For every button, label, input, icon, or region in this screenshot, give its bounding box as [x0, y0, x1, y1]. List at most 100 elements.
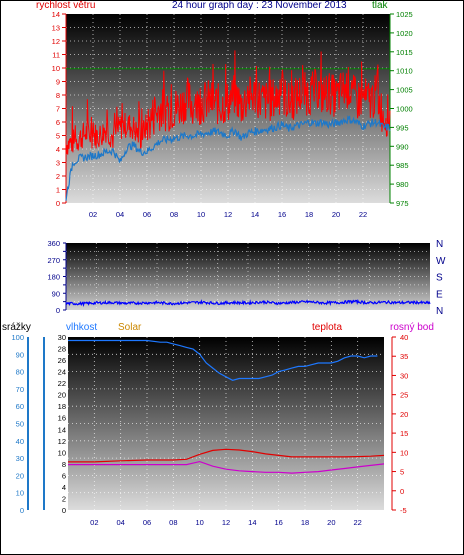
- x-tick-label: 06: [143, 518, 151, 527]
- temperature-tick-label: 20: [400, 410, 408, 419]
- rain-tick-label: 0: [62, 506, 66, 515]
- wind-gust-line: [65, 50, 391, 155]
- rain-tick-label: 12: [58, 437, 66, 446]
- wind-tick-label: 0: [56, 199, 60, 208]
- wind-tick-label: 13: [52, 24, 60, 33]
- compass-label: N: [436, 306, 443, 317]
- rain-tick-label: 30: [58, 333, 66, 342]
- humidity-tick-label: 20: [16, 471, 24, 480]
- x-tick-label: 04: [116, 210, 124, 219]
- humidity-tick-label: 10: [16, 489, 24, 498]
- wind-tick-label: 11: [52, 51, 60, 60]
- x-tick-label: 20: [327, 518, 335, 527]
- humidity-tick-label: 90: [16, 350, 24, 359]
- wind-speed-axis-title: rychlost větru: [36, 0, 96, 11]
- rain-tick-label: 10: [58, 448, 66, 457]
- direction-line: [65, 299, 431, 307]
- wind-tick-label: 9: [56, 78, 60, 87]
- rain-tick-label: 24: [58, 368, 66, 377]
- x-tick-label: 08: [170, 210, 178, 219]
- rain-tick-label: 14: [58, 425, 66, 434]
- humidity-tick-label: 0: [20, 506, 24, 515]
- wind-tick-label: 2: [56, 172, 60, 181]
- wind-tick-label: 7: [56, 105, 60, 114]
- compass-label: S: [436, 273, 443, 284]
- rain-tick-label: 22: [58, 379, 66, 388]
- temperature-tick-label: 10: [400, 448, 408, 457]
- rain-tick-label: 20: [58, 391, 66, 400]
- temperature-tick-label: -5: [400, 506, 407, 515]
- temperature-tick-label: 35: [400, 352, 408, 361]
- x-tick-label: 02: [89, 210, 97, 219]
- pressure-axis-title: tlak: [372, 0, 388, 11]
- x-tick-label: 06: [143, 210, 151, 219]
- x-tick-label: 20: [332, 210, 340, 219]
- compass-label: W: [436, 256, 446, 267]
- direction-tick-label: 360: [47, 239, 60, 248]
- x-tick-label: 12: [224, 210, 232, 219]
- x-tick-label: 18: [305, 210, 313, 219]
- temperature-tick-label: 5: [400, 468, 404, 477]
- wind-tick-label: 12: [52, 37, 60, 46]
- x-tick-label: 02: [90, 518, 98, 527]
- humidity-tick-label: 30: [16, 454, 24, 463]
- x-tick-label: 22: [359, 210, 367, 219]
- pressure-tick-label: 1015: [396, 48, 413, 57]
- humidity-tick-label: 100: [11, 333, 24, 342]
- x-tick-label: 04: [116, 518, 124, 527]
- pressure-tick-label: 985: [396, 161, 409, 170]
- wind-tick-label: 8: [56, 91, 60, 100]
- humidity-axis-title: vlhkost: [66, 322, 98, 333]
- solar-legend-label: Solar: [118, 322, 142, 333]
- humidity-tick-label: 50: [16, 420, 24, 429]
- rain-tick-label: 2: [62, 494, 66, 503]
- wind-pressure-panel: 02 04 06 08 10 12 14 16 18 20 22012345678910111213…: [52, 10, 413, 219]
- pressure-tick-label: 1000: [396, 105, 413, 114]
- humidity-line: [68, 339, 378, 381]
- temperature-tick-label: 30: [400, 371, 408, 380]
- chart-title: 24 hour graph day : 23 November 2013: [172, 0, 347, 11]
- compass-label: E: [436, 289, 443, 300]
- x-tick-label: 10: [197, 210, 205, 219]
- direction-tick-label: 0: [56, 306, 60, 315]
- rain-tick-label: 16: [58, 414, 66, 423]
- humidity-tick-label: 80: [16, 368, 24, 377]
- temperature-tick-label: 15: [400, 429, 408, 438]
- direction-tick-label: 270: [47, 256, 60, 265]
- x-tick-label: 14: [248, 518, 256, 527]
- wind-average-line: [65, 115, 391, 201]
- rain-tick-label: 28: [58, 345, 66, 354]
- pressure-tick-label: 980: [396, 180, 409, 189]
- wind-tick-label: 1: [56, 186, 60, 195]
- x-tick-label: 16: [278, 210, 286, 219]
- rain-tick-label: 18: [58, 402, 66, 411]
- pressure-tick-label: 1025: [396, 10, 413, 19]
- temperature-tick-label: 25: [400, 391, 408, 400]
- pressure-tick-label: 1020: [396, 29, 413, 38]
- x-tick-label: 12: [222, 518, 230, 527]
- humidity-tick-label: 40: [16, 437, 24, 446]
- x-tick-label: 18: [301, 518, 309, 527]
- humidity-tick-label: 70: [16, 385, 24, 394]
- wind-tick-label: 4: [56, 145, 60, 154]
- compass-label: N: [436, 239, 443, 250]
- rain-tick-label: 6: [62, 471, 66, 480]
- pressure-tick-label: 990: [396, 142, 409, 151]
- direction-tick-label: 90: [52, 289, 60, 298]
- temperature-tick-label: 0: [400, 487, 404, 496]
- wind-tick-label: 5: [56, 132, 60, 141]
- rain-tick-label: 26: [58, 356, 66, 365]
- rain-axis-title: srážky: [2, 322, 31, 333]
- dewpoint-line: [68, 460, 385, 474]
- wind-tick-label: 14: [52, 10, 60, 19]
- wind-tick-label: 10: [52, 64, 60, 73]
- temperature-tick-label: 40: [400, 333, 408, 342]
- pressure-tick-label: 995: [396, 123, 409, 132]
- x-tick-label: 10: [195, 518, 203, 527]
- pressure-tick-label: 1010: [396, 67, 413, 76]
- x-tick-label: 14: [251, 210, 259, 219]
- x-tick-label: 22: [353, 518, 361, 527]
- rain-tick-label: 8: [62, 460, 66, 469]
